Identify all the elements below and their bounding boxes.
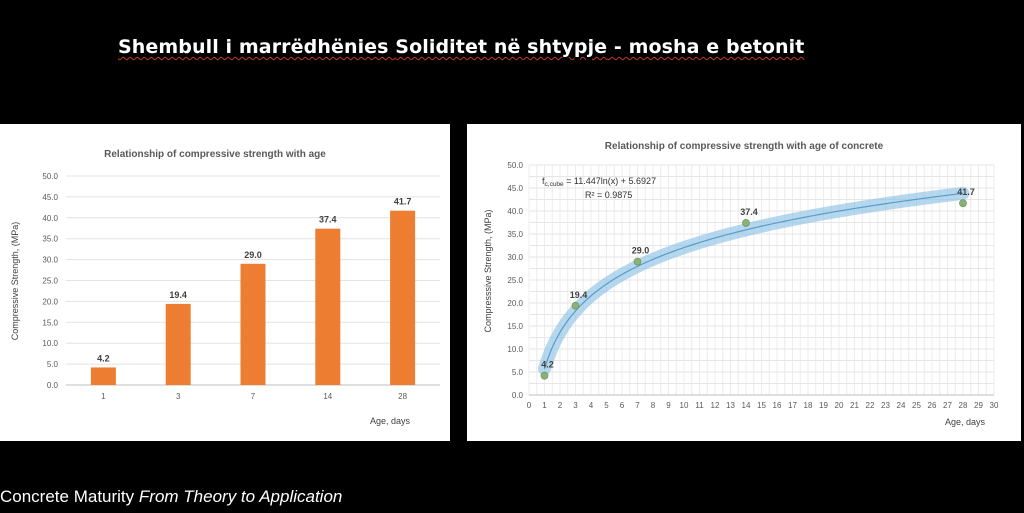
x-tick-label: 27: [943, 401, 952, 410]
data-label: 19.4: [570, 290, 588, 300]
bar-chart-panel: Relationship of compressive strength wit…: [0, 124, 450, 441]
data-point: [633, 257, 642, 266]
x-tick-label: 11: [695, 401, 704, 410]
x-tick-label: 18: [804, 401, 813, 410]
trendline-equation: fc,cube = 11.447ln(x) + 5.6927: [542, 176, 656, 188]
x-tick-label: 1: [101, 392, 106, 401]
y-tick-label: 45.0: [42, 193, 58, 202]
x-tick-label: 6: [620, 401, 625, 410]
x-tick-label: 29: [974, 401, 983, 410]
x-tick-label: 25: [912, 401, 921, 410]
y-tick-label: 10.0: [42, 339, 58, 348]
data-label: 37.4: [319, 215, 337, 225]
y-tick-label: 5.0: [512, 368, 524, 377]
x-tick-label: 8: [651, 401, 656, 410]
bar-chart-ylabel: Compressive Strength, (MPa): [10, 222, 20, 341]
bar: [90, 367, 116, 385]
x-tick-label: 14: [742, 401, 751, 410]
footer: Concrete Maturity From Theory to Applica…: [0, 487, 342, 507]
x-tick-label: 2: [558, 401, 563, 410]
x-tick-label: 20: [835, 401, 844, 410]
data-label: 41.7: [957, 187, 975, 197]
x-tick-label: 22: [866, 401, 875, 410]
bar: [390, 210, 416, 385]
x-tick-label: 9: [666, 401, 671, 410]
x-tick-label: 15: [757, 401, 766, 410]
slide-title: Shembull i marrëdhënies Soliditet në sht…: [118, 36, 804, 58]
data-point: [742, 219, 750, 227]
data-label: 4.2: [541, 360, 554, 370]
x-tick-label: 23: [881, 401, 890, 410]
x-tick-label: 28: [959, 401, 968, 410]
y-tick-label: 40.0: [42, 214, 58, 223]
x-tick-label: 10: [680, 401, 689, 410]
x-tick-label: 12: [711, 401, 720, 410]
y-tick-label: 45.0: [507, 184, 523, 193]
y-tick-label: 30.0: [42, 256, 58, 265]
x-tick-label: 17: [788, 401, 797, 410]
r-squared: R² = 0.9875: [585, 190, 632, 200]
y-tick-label: 35.0: [507, 230, 523, 239]
footer-italic: From Theory to Application: [138, 487, 343, 506]
bar-chart-title: Relationship of compressive strength wit…: [104, 149, 326, 160]
y-tick-label: 10.0: [507, 345, 523, 354]
data-label: 29.0: [244, 250, 262, 260]
data-label: 4.2: [97, 353, 110, 363]
y-tick-label: 25.0: [507, 276, 523, 285]
bar: [165, 303, 191, 385]
x-tick-label: 3: [573, 401, 578, 410]
slide-title-part1: Shembull i marrëdhënies: [118, 36, 396, 58]
x-tick-label: 7: [251, 392, 256, 401]
bar-chart: Relationship of compressive strength wit…: [10, 149, 440, 426]
scatter-chart-ylabel: Compresssive Strength, (MPa): [483, 209, 493, 332]
data-point: [959, 199, 967, 208]
bar: [315, 228, 341, 385]
y-tick-label: 40.0: [507, 207, 523, 216]
y-tick-label: 30.0: [507, 253, 523, 262]
x-tick-label: 5: [604, 401, 609, 410]
data-point: [571, 301, 580, 310]
scatter-chart: Relationship of compressive strength wit…: [483, 141, 999, 427]
x-tick-label: 28: [398, 392, 407, 401]
bar: [240, 263, 266, 385]
x-tick-label: 30: [990, 401, 999, 410]
y-tick-label: 20.0: [42, 297, 58, 306]
trendline: [543, 192, 964, 369]
y-tick-label: 20.0: [507, 299, 523, 308]
slide-title-part2: Soliditet në shtypje: [395, 36, 608, 58]
slide-title-part3: - mosha e betonit: [607, 36, 805, 58]
footer-main: Concrete Maturity: [0, 487, 135, 506]
x-tick-label: 4: [589, 401, 594, 410]
x-tick-label: 13: [726, 401, 735, 410]
bar-chart-xlabel: Age, days: [370, 416, 411, 426]
x-tick-label: 24: [897, 401, 906, 410]
data-label: 41.7: [394, 197, 412, 207]
data-label: 29.0: [632, 246, 650, 256]
x-tick-label: 26: [928, 401, 937, 410]
y-tick-label: 0.0: [512, 391, 524, 400]
x-tick-label: 1: [542, 401, 547, 410]
y-tick-label: 15.0: [42, 318, 58, 327]
data-label: 37.4: [740, 207, 758, 217]
x-tick-label: 16: [773, 401, 782, 410]
y-tick-label: 0.0: [47, 381, 59, 390]
x-tick-label: 21: [850, 401, 859, 410]
y-tick-label: 25.0: [42, 277, 58, 286]
scatter-chart-panel: Relationship of compressive strength wit…: [467, 124, 1021, 441]
y-tick-label: 50.0: [507, 161, 523, 170]
x-tick-label: 0: [527, 401, 532, 410]
x-tick-label: 19: [819, 401, 828, 410]
x-tick-label: 3: [176, 392, 181, 401]
data-label: 19.4: [169, 290, 187, 300]
scatter-chart-title: Relationship of compressive strength wit…: [605, 141, 884, 152]
scatter-chart-xlabel: Age, days: [945, 417, 986, 427]
x-tick-label: 14: [323, 392, 332, 401]
y-tick-label: 35.0: [42, 235, 58, 244]
data-point: [540, 371, 549, 380]
y-tick-label: 15.0: [507, 322, 523, 331]
x-tick-label: 7: [635, 401, 640, 410]
y-tick-label: 5.0: [47, 360, 59, 369]
y-tick-label: 50.0: [42, 172, 58, 181]
